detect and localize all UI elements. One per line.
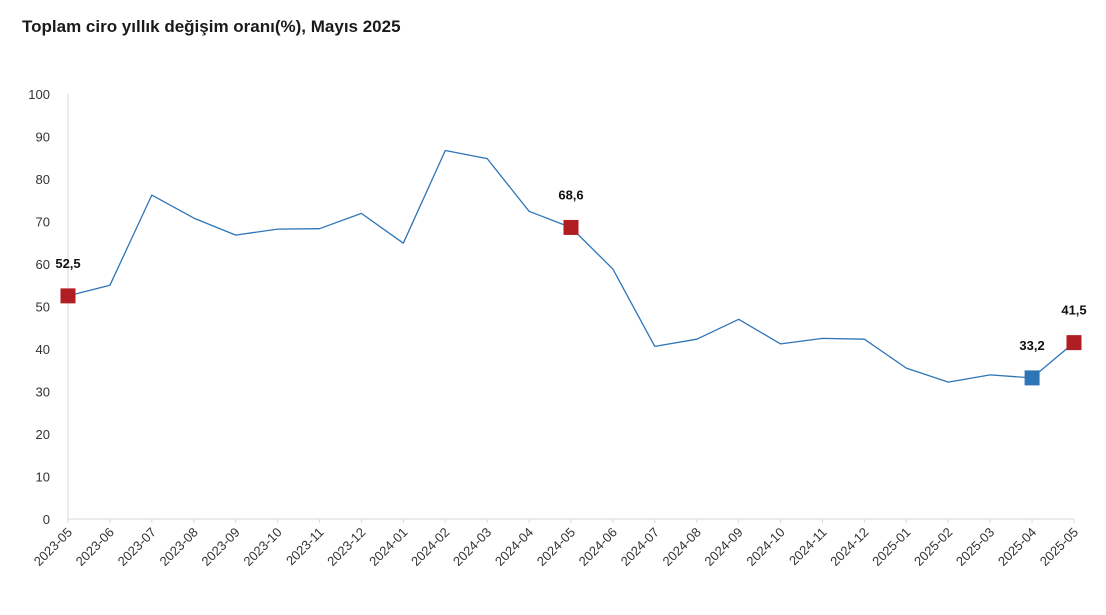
x-tick-label: 2023-10 — [240, 525, 284, 569]
highlight-marker — [1066, 335, 1082, 351]
data-label: 41,5 — [1061, 303, 1086, 318]
highlight-marker — [563, 219, 579, 235]
x-tick-label: 2024-08 — [660, 525, 704, 569]
x-tick-label: 2023-06 — [73, 525, 117, 569]
series-layer — [67, 149, 1075, 383]
highlight-markers: 52,5 68,6 33,2 41,5 — [55, 187, 1087, 386]
x-tick-label: 2024-09 — [701, 525, 745, 569]
x-tick-label: 2024-11 — [786, 525, 830, 569]
y-tick-label: 70 — [36, 215, 50, 230]
y-tick-label: 90 — [36, 130, 50, 145]
data-label: 68,6 — [558, 187, 583, 202]
x-tick-label: 2023-07 — [115, 525, 159, 569]
x-tick-label: 2024-12 — [827, 525, 871, 569]
x-tick-label: 2024-06 — [576, 525, 620, 569]
x-tick-label: 2023-05 — [31, 525, 75, 569]
y-tick-label: 80 — [36, 172, 50, 187]
x-tick-label: 2025-05 — [1037, 525, 1081, 569]
x-tick-label: 2023-11 — [283, 525, 327, 569]
y-tick-label: 100 — [28, 87, 50, 102]
chart-title: Toplam ciro yıllık değişim oranı(%), May… — [22, 17, 401, 36]
x-tick-label: 2024-02 — [408, 525, 452, 569]
x-tick-label: 2023-08 — [157, 525, 201, 569]
x-tick-label: 2024-07 — [618, 525, 662, 569]
x-tick-label: 2024-03 — [450, 525, 494, 569]
x-tick-label: 2024-10 — [743, 525, 787, 569]
y-tick-label: 60 — [36, 257, 50, 272]
x-tick-label: 2024-05 — [534, 525, 578, 569]
x-tick-label: 2025-02 — [911, 525, 955, 569]
x-tick-label: 2023-09 — [198, 525, 242, 569]
y-tick-label: 30 — [36, 385, 50, 400]
x-tick-label: 2024-01 — [366, 525, 410, 569]
x-tick-label: 2025-01 — [869, 525, 913, 569]
axes: 01020304050607080901002023-052023-062023… — [28, 87, 1081, 569]
x-tick-label: 2025-04 — [995, 525, 1039, 569]
data-label: 52,5 — [55, 256, 80, 271]
y-tick-label: 40 — [36, 342, 50, 357]
data-label: 33,2 — [1019, 338, 1044, 353]
highlight-marker — [60, 288, 76, 304]
x-tick-label: 2025-03 — [953, 525, 997, 569]
y-tick-label: 0 — [43, 512, 50, 527]
series-line — [67, 149, 1075, 383]
y-tick-label: 10 — [36, 470, 50, 485]
x-tick-label: 2024-04 — [492, 525, 536, 569]
y-tick-label: 50 — [36, 300, 50, 315]
highlight-marker — [1024, 370, 1040, 386]
y-tick-label: 20 — [36, 427, 50, 442]
x-tick-label: 2023-12 — [324, 525, 368, 569]
